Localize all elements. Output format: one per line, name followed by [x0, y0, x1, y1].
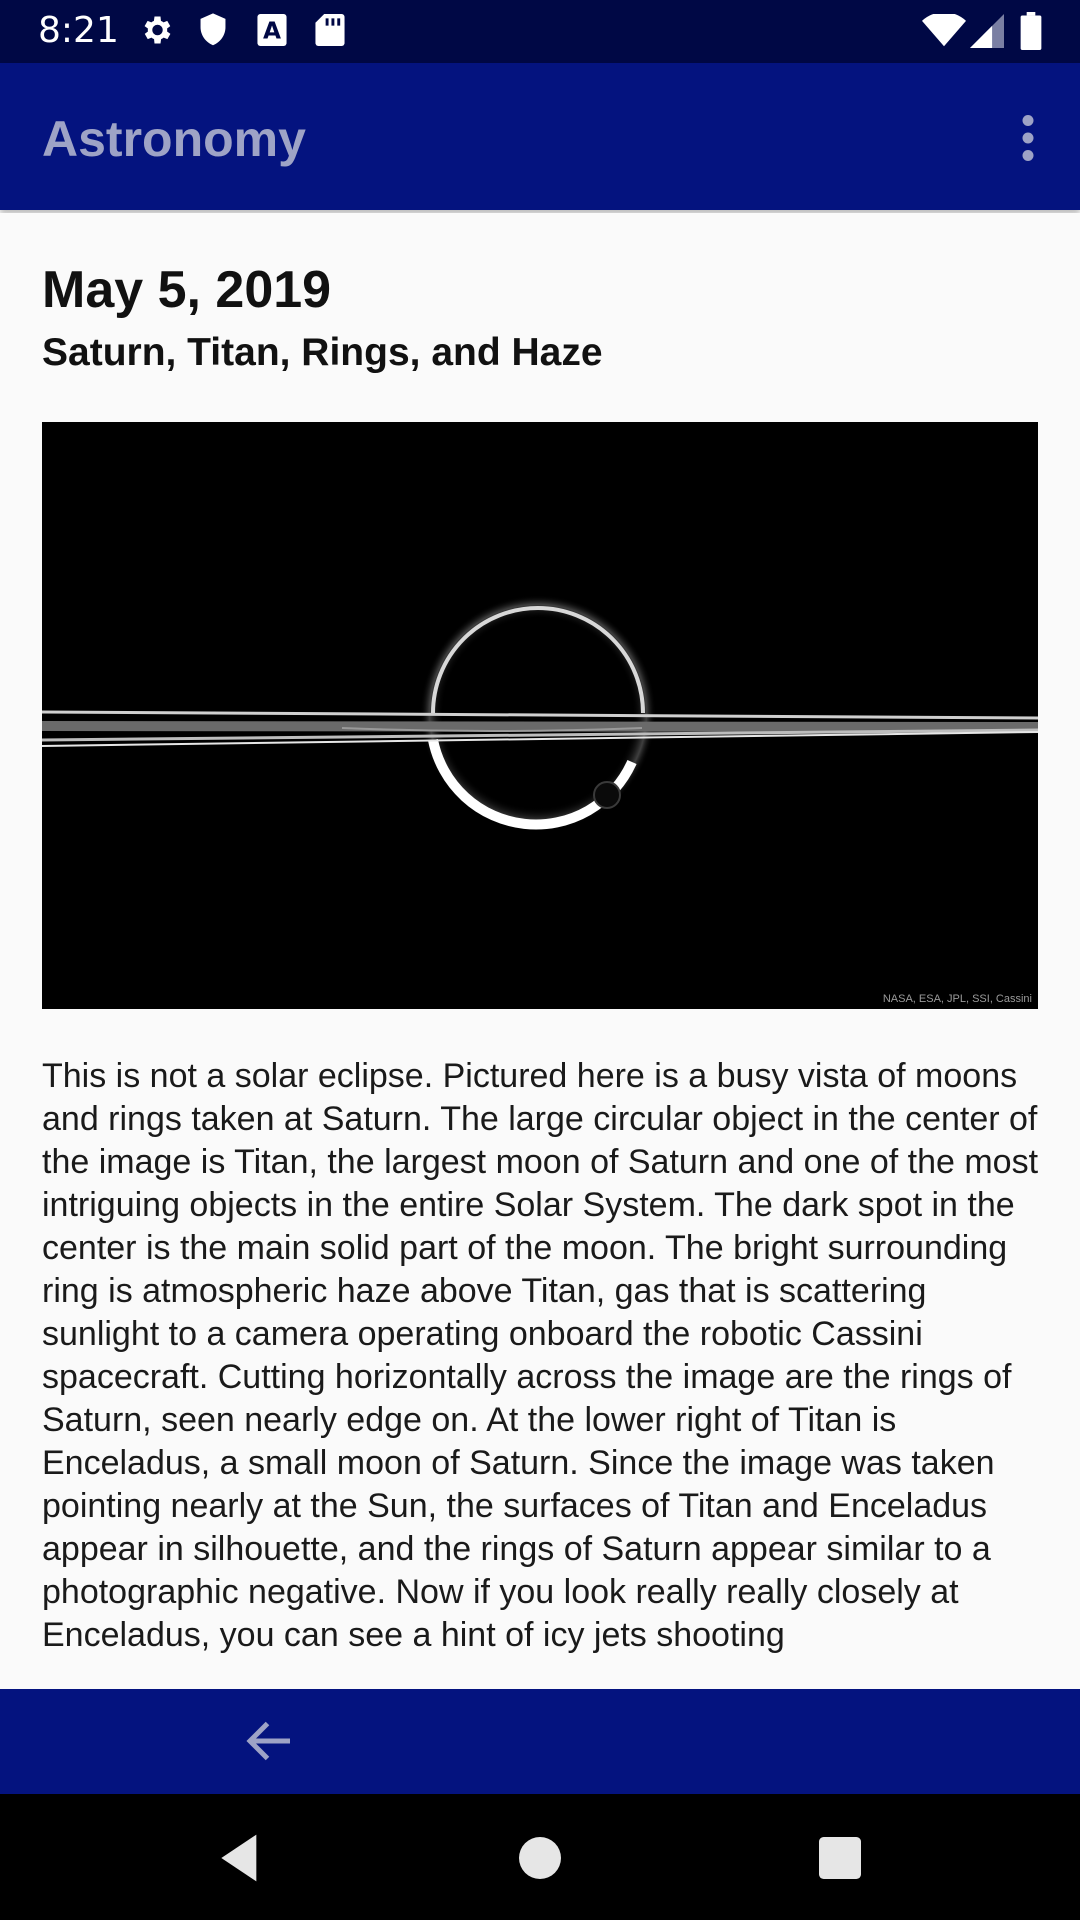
svg-text:A: A — [263, 18, 281, 45]
status-bar: 8:21 A — [0, 0, 1080, 63]
nav-recents-icon[interactable] — [812, 1830, 868, 1886]
cellular-signal-icon — [970, 14, 1004, 53]
system-nav-bar — [0, 1794, 1080, 1920]
wifi-icon — [922, 12, 966, 53]
image-credit: NASA, ESA, JPL, SSI, Cassini — [882, 993, 1032, 1005]
entry-description: This is not a solar eclipse. Pictured he… — [42, 1057, 1039, 1654]
nav-home-icon[interactable] — [512, 1830, 568, 1886]
font-a-icon: A — [256, 12, 288, 53]
nav-back-icon[interactable] — [212, 1830, 268, 1886]
entry-image[interactable]: NASA, ESA, JPL, SSI, Cassini — [41, 422, 1039, 1009]
app-bar: Astronomy — [0, 63, 1080, 210]
gear-icon — [138, 12, 174, 53]
app-title: Astronomy — [42, 111, 306, 167]
sd-card-icon — [314, 12, 346, 53]
bottom-toolbar — [0, 1689, 1080, 1794]
entry-content[interactable]: May 5, 2019 Saturn, Titan, Rings, and Ha… — [0, 213, 1080, 1689]
shield-icon — [196, 12, 230, 53]
more-vert-icon[interactable] — [998, 108, 1058, 168]
arrow-back-icon[interactable] — [240, 1711, 300, 1771]
status-time: 8:21 — [38, 10, 119, 51]
entry-title: Saturn, Titan, Rings, and Haze — [42, 331, 603, 374]
entry-date: May 5, 2019 — [42, 261, 332, 319]
battery-icon — [1020, 12, 1042, 55]
